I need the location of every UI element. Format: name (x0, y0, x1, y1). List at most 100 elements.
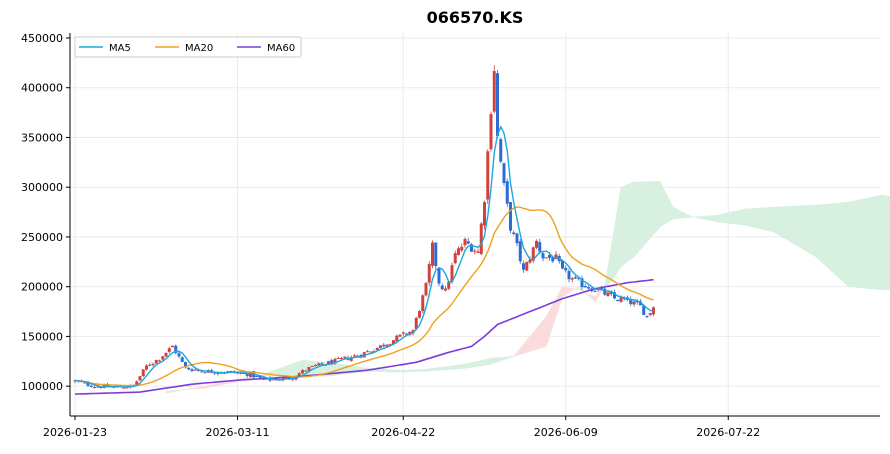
cloud-segment (439, 367, 442, 370)
candle-body (506, 181, 509, 204)
candle-body (568, 271, 571, 279)
candle-body (425, 283, 428, 295)
cloud-segment (754, 208, 757, 228)
cloud-segment (829, 204, 832, 272)
candle-body (399, 335, 402, 337)
cloud-segment (881, 195, 884, 290)
cloud-segment (478, 361, 481, 367)
cloud-segment (173, 390, 176, 392)
candle-body (194, 370, 197, 371)
cloud-segment (199, 387, 202, 389)
legend-label-ma60: MA60 (267, 43, 295, 54)
candle-body (464, 239, 467, 245)
cloud-segment (644, 182, 647, 246)
candle-body (542, 253, 545, 258)
candle-body (191, 369, 194, 371)
candle-body (499, 139, 502, 162)
candle-body (165, 353, 168, 357)
candle-body (340, 358, 343, 359)
candle-body (490, 114, 493, 149)
x-tick-label: 2026-01-23 (43, 426, 107, 439)
candle-body (379, 345, 382, 348)
y-tick-label: 400000 (21, 82, 63, 95)
cloud-segment (748, 209, 751, 227)
cloud-segment (442, 367, 445, 370)
legend-label-ma5: MA5 (109, 43, 131, 54)
candle-body (574, 277, 577, 278)
cloud-segment (741, 209, 744, 225)
candle-body (522, 263, 525, 269)
candle-body (178, 353, 181, 356)
cloud-segment (868, 197, 871, 289)
cloud-segment (491, 358, 494, 364)
cloud-segment (777, 207, 780, 236)
cloud-segment (706, 216, 709, 220)
cloud-segment (420, 369, 423, 371)
candle-body (337, 358, 340, 359)
cloud-segment (728, 212, 731, 223)
cloud-segment (462, 364, 465, 368)
cloud-segment (787, 206, 790, 241)
candle-body (441, 285, 444, 289)
cloud-segment (657, 181, 660, 230)
candle-body (509, 202, 512, 231)
cloud-segment (875, 196, 878, 290)
candle-body (369, 352, 372, 353)
candle-body (473, 251, 476, 252)
cloud-segment (784, 206, 787, 239)
candle-body (418, 311, 421, 318)
candle-body (564, 268, 567, 270)
x-tick-label: 2026-07-22 (696, 426, 760, 439)
cloud-segment (195, 387, 198, 389)
cloud-segment (797, 206, 800, 247)
cloud-segment (563, 287, 566, 297)
chart-title: 066570.KS (427, 8, 524, 27)
cloud-segment (426, 369, 429, 371)
cloud-segment (806, 205, 809, 253)
cloud-segment (540, 320, 543, 348)
cloud-segment (481, 360, 484, 366)
candle-body (587, 287, 590, 288)
cloud-segment (472, 362, 475, 367)
cloud-segment (543, 317, 546, 348)
cloud-segment (459, 365, 462, 369)
candle-body (428, 264, 431, 283)
candle-body (535, 241, 538, 248)
candle-body (594, 291, 597, 292)
candle-body (321, 363, 324, 364)
cloud-segment (465, 364, 468, 369)
cloud-segment (819, 205, 822, 263)
cloud-segment (696, 217, 699, 219)
candle-body (525, 262, 528, 271)
y-tick-label: 450000 (21, 32, 63, 45)
cloud-segment (676, 209, 679, 219)
candle-body (353, 355, 356, 356)
cloud-segment (485, 359, 488, 365)
cloud-segment (813, 205, 816, 257)
candle-body (161, 356, 164, 359)
candle-body (145, 366, 148, 370)
candle-body (304, 371, 307, 372)
candle-body (317, 363, 320, 365)
cloud-segment (709, 216, 712, 221)
cloud-segment (764, 208, 767, 231)
cloud-segment (283, 366, 286, 376)
candle-body (646, 316, 649, 317)
cloud-segment (215, 384, 218, 387)
cloud-segment (810, 205, 813, 255)
cloud-segment (293, 363, 296, 377)
cloud-segment (390, 370, 393, 372)
y-tick-label: 100000 (21, 380, 63, 393)
candle-body (616, 300, 619, 301)
cloud-segment (621, 186, 624, 267)
candle-body (187, 368, 190, 370)
candle-body (503, 163, 506, 183)
cloud-segment (381, 369, 384, 372)
cloud-segment (475, 361, 478, 366)
cloud-segment (634, 182, 637, 257)
cloud-segment (400, 370, 403, 372)
cloud-segment (715, 215, 718, 222)
cloud-segment (650, 181, 653, 238)
cloud-segment (397, 370, 400, 372)
cloud-segment (767, 207, 770, 231)
